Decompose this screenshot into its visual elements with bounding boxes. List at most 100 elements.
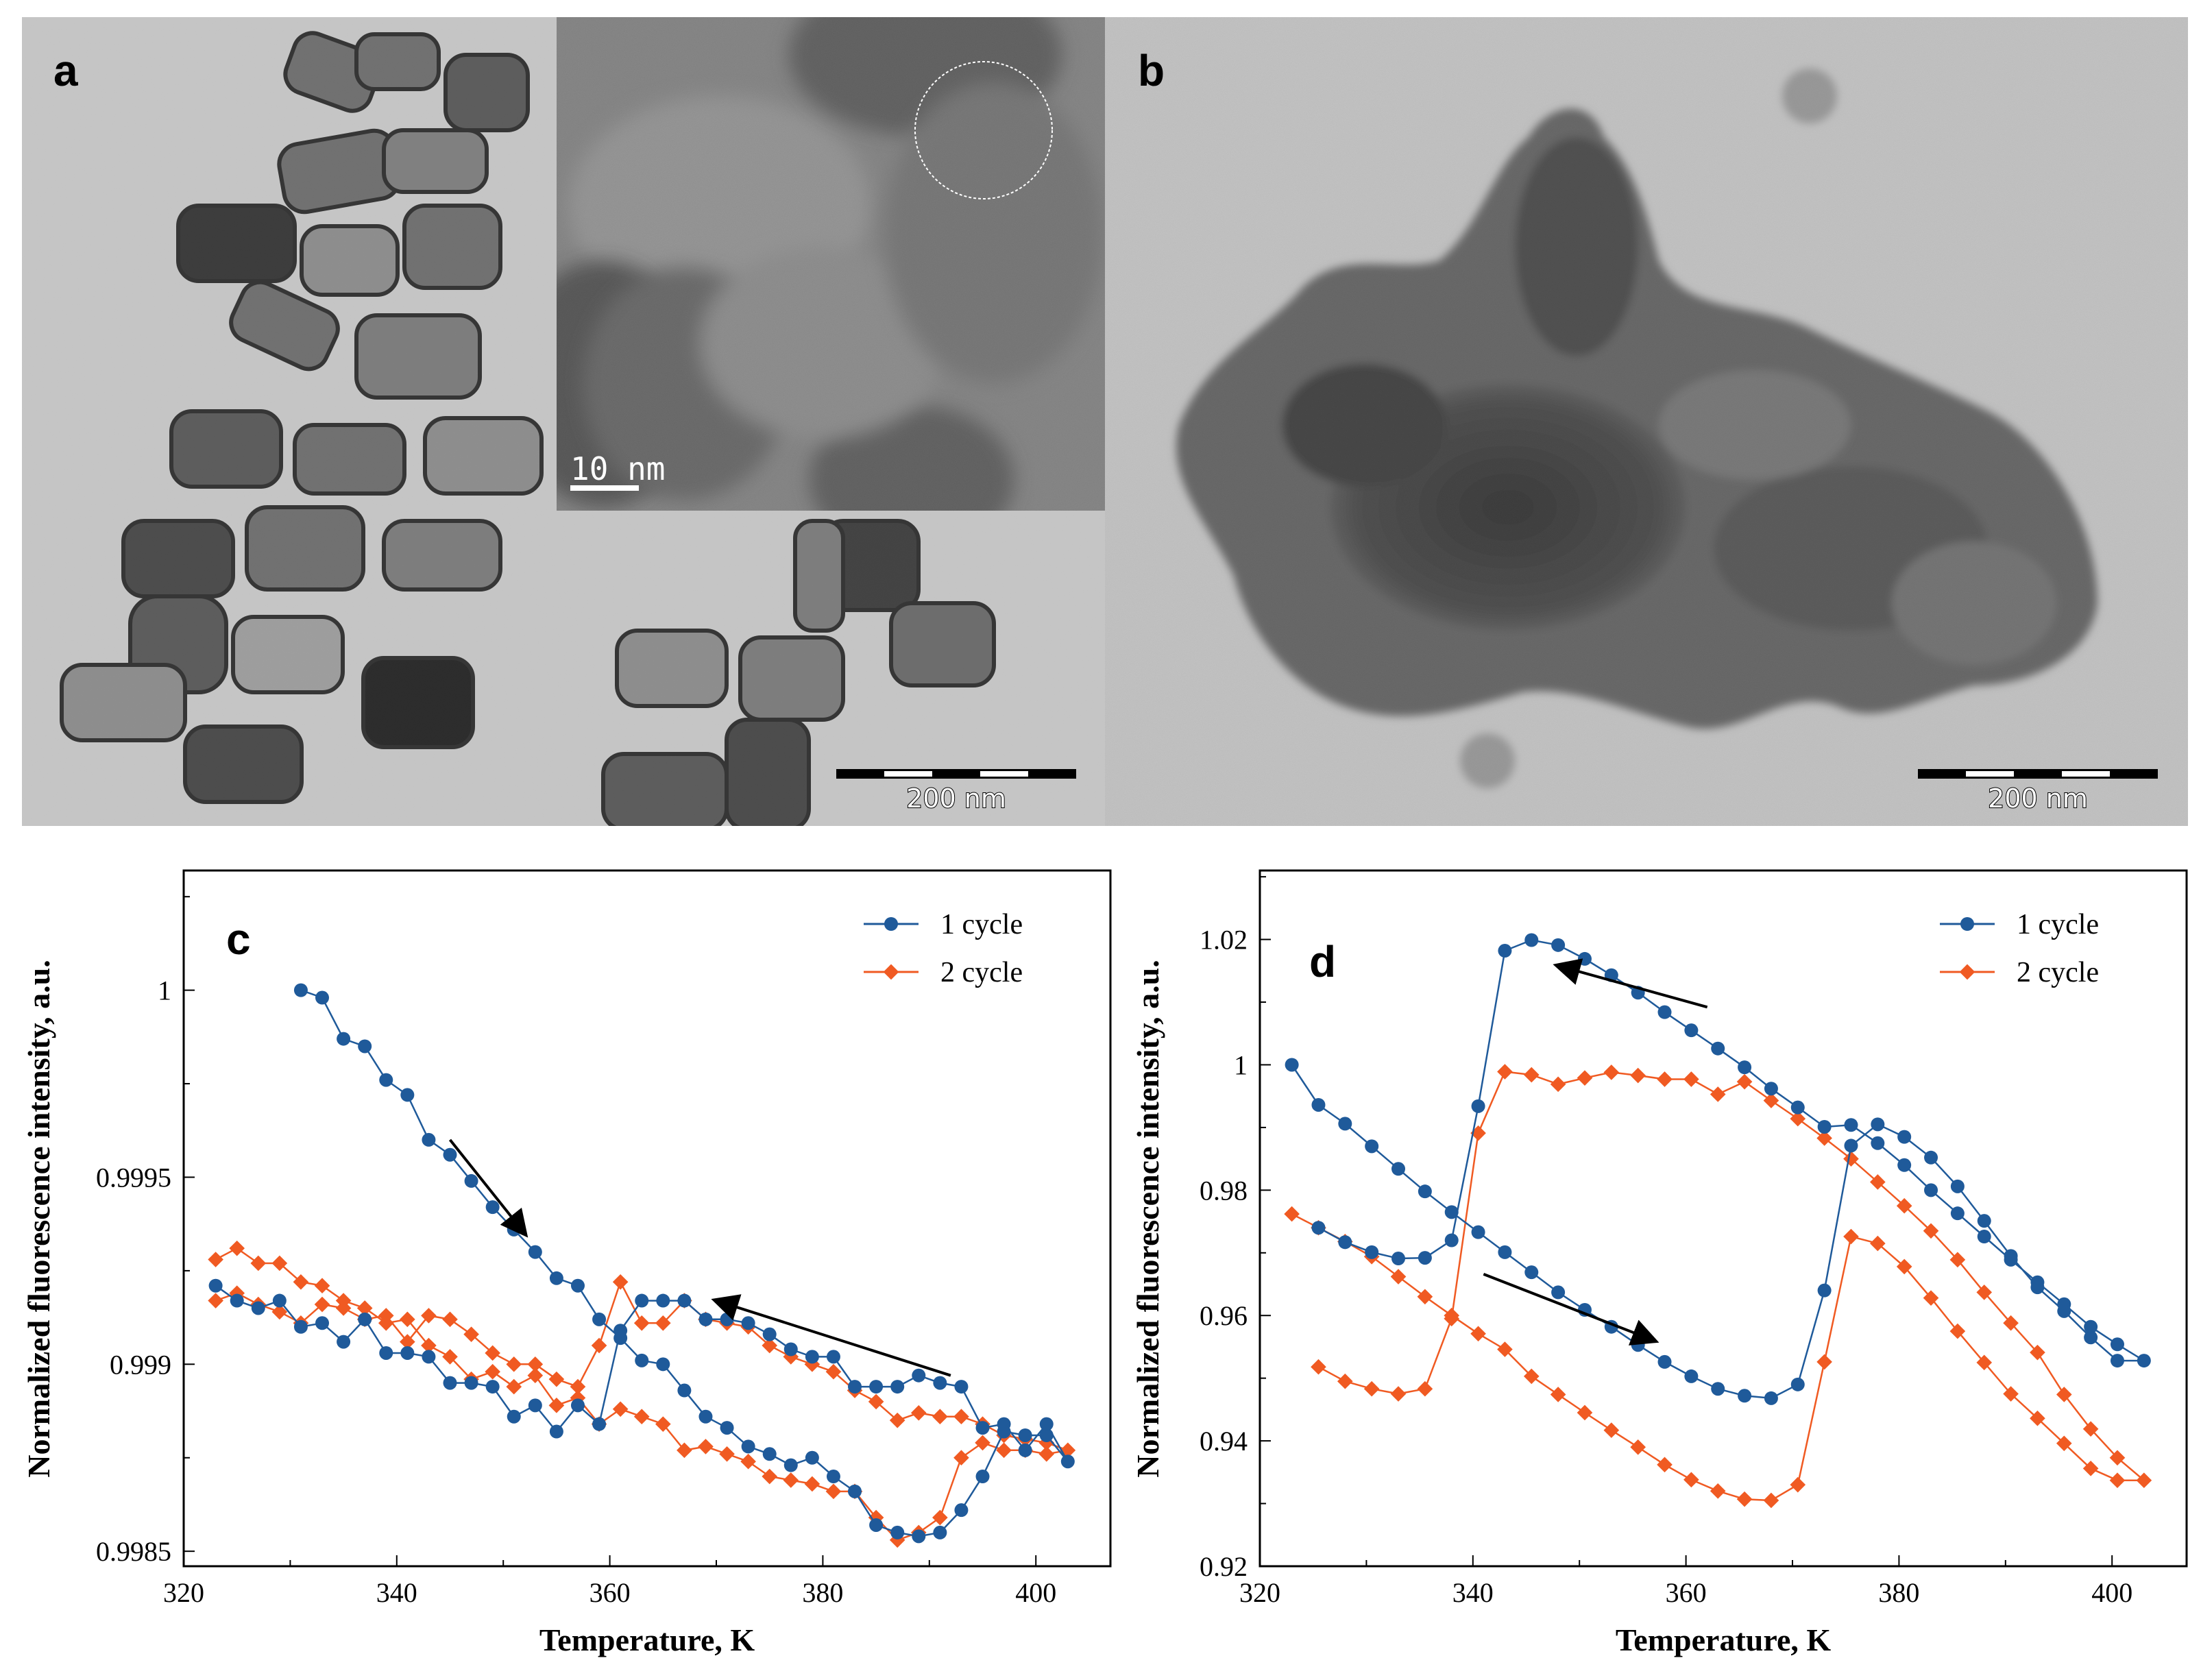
chart-c-point-cycle1 <box>358 1039 372 1054</box>
chart-d-point-cycle2 <box>2056 1387 2072 1402</box>
chart-c-point-cycle2 <box>783 1472 799 1488</box>
chart-c-point-cycle2 <box>421 1337 437 1354</box>
chart-c-point-cycle1 <box>975 1470 990 1484</box>
x-tick-label: 380 <box>1878 1577 1919 1608</box>
y-tick-label: 0.94 <box>1200 1426 1248 1457</box>
x-tick-label: 380 <box>802 1577 843 1608</box>
chart-c-point-cycle2 <box>485 1345 500 1361</box>
chart-c-point-cycle1 <box>890 1525 905 1539</box>
panel-a-scale-label: 200 nm <box>906 783 1006 814</box>
chart-c-point-cycle2 <box>975 1435 990 1451</box>
direction-arrow <box>1483 1273 1659 1346</box>
chart-c-point-cycle2 <box>548 1371 565 1387</box>
chart-d-point-cycle2 <box>1497 1341 1513 1357</box>
chart-d-point-cycle2 <box>1284 1206 1300 1222</box>
chart-d-point-cycle1 <box>1738 1060 1752 1075</box>
chart-d-point-cycle2 <box>1976 1354 1993 1371</box>
chart-c-point-cycle1 <box>1060 1454 1075 1469</box>
chart-d-point-cycle1 <box>1311 1097 1326 1112</box>
chart-c-point-cycle2 <box>762 1337 778 1354</box>
chart-c-point-cycle1 <box>954 1380 969 1394</box>
chart-d-point-cycle2 <box>1337 1373 1353 1389</box>
highlight-circle <box>914 61 1053 199</box>
chart-d-point-cycle1 <box>1764 1082 1778 1096</box>
chart-d-point-cycle2 <box>1870 1235 1886 1252</box>
chart-d-point-cycle1 <box>1977 1214 1991 1228</box>
chart-c-point-cycle2 <box>825 1483 842 1500</box>
chart-c-point-cycle1 <box>337 1335 351 1349</box>
chart-d-point-cycle1 <box>1418 1251 1432 1265</box>
chart-c-point-cycle1 <box>762 1447 777 1461</box>
x-tick-label: 340 <box>1452 1577 1494 1608</box>
chart-c-point-cycle1 <box>592 1312 607 1326</box>
chart-c-point-cycle1 <box>1039 1417 1054 1431</box>
chart-d-point-cycle1 <box>2057 1297 2071 1311</box>
y-tick-label: 1 <box>1234 1049 1248 1080</box>
chart-c-point-cycle1 <box>698 1409 713 1424</box>
chart-c-point-cycle1 <box>549 1424 563 1439</box>
chart-d-point-cycle2 <box>2003 1315 2019 1331</box>
chart-d-panel-letter: d <box>1309 937 1336 986</box>
chart-d-point-cycle1 <box>1897 1158 1912 1172</box>
chart-d-point-cycle2 <box>2030 1410 2045 1426</box>
chart-d-point-cycle2 <box>2082 1461 2099 1476</box>
y-tick-label: 0.9985 <box>96 1536 171 1567</box>
chart-d-point-cycle2 <box>1577 1404 1593 1421</box>
chart-d-point-cycle2 <box>2030 1344 2045 1361</box>
chart-d-point-cycle2 <box>1763 1492 1779 1509</box>
chart-d-point-cycle1 <box>1897 1130 1912 1144</box>
chart-d-point-cycle1 <box>1338 1117 1352 1131</box>
chart-c-point-cycle1 <box>954 1503 969 1518</box>
chart-c-point-cycle2 <box>293 1274 309 1290</box>
chart-c-point-cycle1 <box>379 1346 393 1360</box>
chart-d-point-cycle1 <box>1631 1338 1645 1352</box>
x-tick-label: 340 <box>376 1577 417 1608</box>
chart-d-point-cycle1 <box>1577 951 1592 966</box>
chart-d-plot-area <box>1258 869 2188 1568</box>
chart-d-point-cycle1 <box>1764 1391 1778 1405</box>
chart-d-point-cycle1 <box>1657 1354 1672 1369</box>
chart-c-point-cycle2 <box>208 1252 223 1267</box>
chart-c-point-cycle1 <box>485 1380 500 1394</box>
chart-c-point-cycle1 <box>933 1376 947 1390</box>
chart-d-point-cycle1 <box>1338 1235 1352 1250</box>
chart-d-point-cycle2 <box>2003 1386 2019 1402</box>
chart-c-point-cycle2 <box>356 1300 373 1316</box>
chart-d-point-cycle1 <box>1817 1119 1832 1134</box>
chart-c-point-cycle2 <box>719 1446 735 1462</box>
chart-c-ylabel: Normalized fluorescence intensity, a.u. <box>21 960 56 1478</box>
panel-a-scale-bar: 200 nm <box>836 769 1076 814</box>
chart-c-point-cycle1 <box>272 1293 287 1308</box>
chart-d-legend-1: 1 cycle <box>2017 909 2099 940</box>
chart-d-series <box>1284 933 2152 1509</box>
chart-c-point-cycle1 <box>337 1032 351 1046</box>
chart-d-point-cycle1 <box>1711 1041 1725 1056</box>
chart-c-point-cycle2 <box>591 1337 607 1354</box>
x-tick-label: 360 <box>1666 1577 1707 1608</box>
chart-d-point-cycle2 <box>1577 1070 1593 1086</box>
chart-d-point-cycle2 <box>1390 1386 1407 1402</box>
chart-c-legend-2: 2 cycle <box>940 957 1023 988</box>
chart-d-point-cycle1 <box>1551 1285 1566 1300</box>
chart-c: 320 340 360 380 400 0.9985 0.999 0.9995 1 c 1 cy… <box>21 869 1112 1657</box>
direction-arrow <box>448 1139 528 1238</box>
chart-d-point-cycle1 <box>2137 1354 2151 1368</box>
chart-c-point-cycle2 <box>655 1416 671 1432</box>
chart-c-point-cycle1 <box>443 1147 457 1162</box>
chart-d-point-cycle2 <box>1550 1076 1566 1093</box>
chart-c-point-cycle2 <box>889 1412 905 1428</box>
y-tick-label: 1.02 <box>1200 925 1248 955</box>
chart-c-point-cycle1 <box>677 1383 692 1398</box>
chart-d-point-cycle1 <box>1418 1184 1432 1199</box>
chart-d-point-cycle1 <box>1444 1233 1459 1247</box>
chart-c-point-cycle2 <box>868 1393 884 1410</box>
chart-d-point-cycle2 <box>1949 1252 1966 1268</box>
chart-c-point-cycle2 <box>463 1326 479 1342</box>
chart-d-point-cycle2 <box>1417 1380 1433 1397</box>
chart-c-point-cycle1 <box>422 1132 436 1147</box>
chart-c-point-cycle2 <box>208 1293 223 1308</box>
chart-d-point-cycle1 <box>1524 1265 1539 1280</box>
chart-d-point-cycle2 <box>1976 1285 1993 1300</box>
chart-d-point-cycle1 <box>2110 1354 2124 1368</box>
chart-c-point-cycle2 <box>421 1308 437 1324</box>
